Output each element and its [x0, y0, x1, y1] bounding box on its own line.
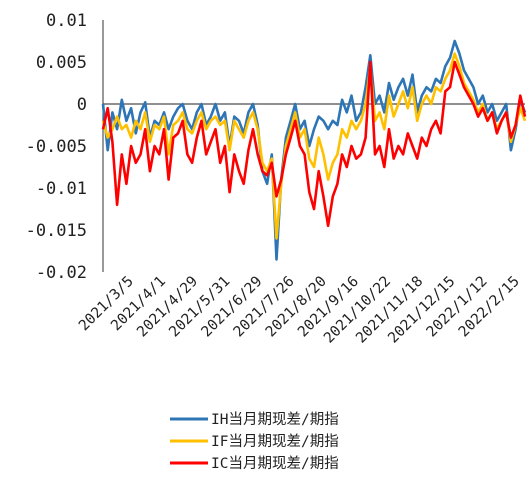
y-tick-label: -0.015	[26, 221, 87, 241]
x-axis: 2021/3/52021/4/12021/4/292021/5/312021/6…	[76, 274, 523, 347]
legend: IH当月期现差/期指 IF当月期现差/期指 IC当月期现差/期指	[170, 411, 339, 472]
y-tick-label: -0.01	[36, 179, 87, 199]
y-tick-label: -0.005	[26, 137, 87, 157]
y-tick-label: -0.02	[36, 263, 87, 283]
y-axis: 0.01 0.005 0 -0.005 -0.01 -0.015 -0.02	[26, 11, 104, 283]
legend-label-1: IH当月期现差/期指	[211, 411, 339, 428]
legend-label-2: IF当月期现差/期指	[211, 433, 339, 450]
series-line-2	[101, 52, 527, 240]
legend-label-3: IC当月期现差/期指	[211, 455, 339, 472]
series-line-3	[101, 60, 527, 228]
y-tick-label: 0.01	[46, 11, 87, 31]
series-lines	[101, 39, 527, 261]
y-tick-label: 0.005	[36, 53, 87, 73]
series-line-1	[101, 39, 527, 261]
y-tick-label: 0	[77, 95, 87, 115]
